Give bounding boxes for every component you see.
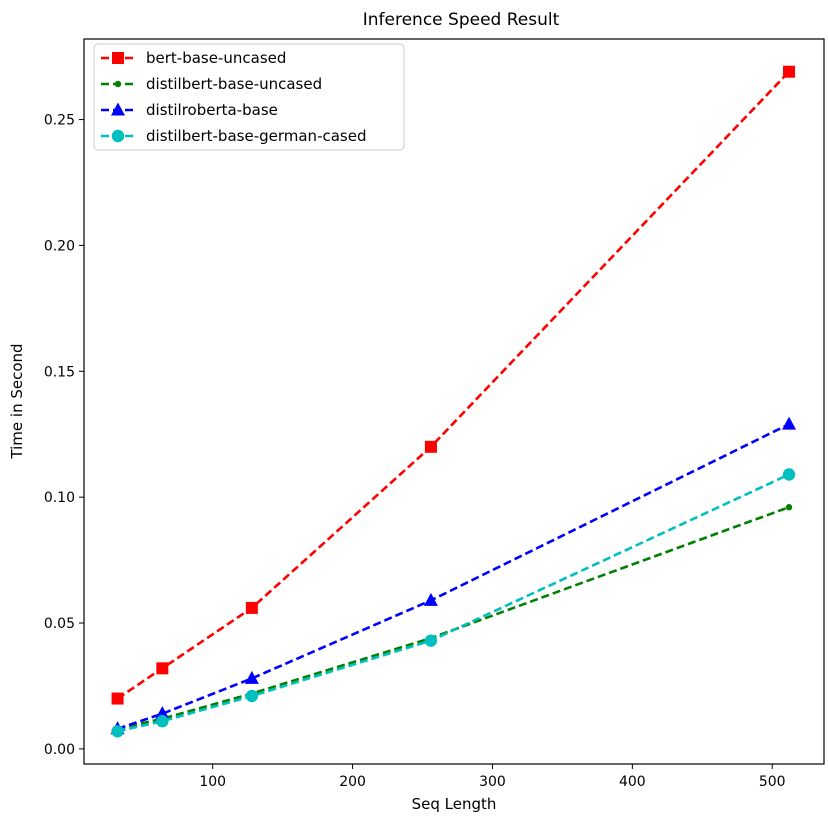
- legend-item: distilbert-base-uncased: [101, 75, 322, 93]
- x-tick-label: 400: [619, 774, 646, 790]
- series-line: [117, 505, 790, 731]
- plot-frame: [83, 38, 825, 765]
- data-point: [245, 601, 258, 614]
- y-axis-label: Time in Second: [8, 343, 26, 459]
- y-tick-label: 0.20: [44, 238, 75, 254]
- legend-marker: [111, 102, 125, 116]
- y-tick-label: 0.05: [44, 616, 75, 632]
- data-point: [111, 725, 124, 738]
- legend-marker: [114, 80, 122, 88]
- x-axis-label: Seq Length: [412, 795, 497, 813]
- legend-marker: [111, 129, 125, 143]
- data-point: [155, 706, 170, 720]
- data-point: [156, 662, 169, 675]
- data-point: [156, 715, 169, 728]
- series-line: [117, 423, 790, 731]
- data-point: [423, 592, 438, 606]
- data-point: [782, 468, 796, 481]
- x-tick-label: 200: [339, 774, 366, 790]
- y-tick-label: 0.00: [44, 742, 75, 758]
- x-tick-label: 500: [759, 774, 786, 790]
- x-tick-label: 100: [199, 774, 226, 790]
- y-tick-label: 0.10: [44, 490, 75, 506]
- y-tick-label: 0.25: [44, 113, 75, 129]
- legend-label: bert-base-uncased: [146, 49, 286, 67]
- series-line: [117, 473, 790, 733]
- data-point: [782, 416, 797, 430]
- data-point: [424, 440, 437, 453]
- y-tick-label: 0.15: [44, 364, 75, 380]
- series-distilroberta-base: [110, 416, 797, 735]
- data-point: [111, 692, 124, 705]
- legend-item: distilroberta-base: [101, 101, 278, 119]
- data-point: [245, 689, 259, 703]
- data-point: [424, 634, 438, 647]
- legend-label: distilbert-base-german-cased: [146, 127, 366, 145]
- plot-area: [110, 65, 797, 738]
- legend-item: distilbert-base-german-cased: [101, 127, 366, 145]
- legend: bert-base-uncased distilbert-base-uncased…: [93, 43, 405, 151]
- series-line: [116, 70, 790, 700]
- legend-marker: [112, 52, 124, 64]
- y-axis: 0.00 0.05 0.10 0.15 0.20 0.25: [44, 113, 84, 758]
- data-point: [244, 670, 259, 684]
- chart-title: Inference Speed Result: [363, 10, 560, 30]
- data-point: [785, 504, 793, 511]
- legend-label: distilroberta-base: [146, 101, 278, 119]
- x-tick-label: 300: [479, 774, 506, 790]
- data-point: [783, 65, 796, 78]
- legend-item: bert-base-uncased: [101, 49, 286, 67]
- series-bert-base-uncased: [111, 65, 796, 705]
- x-axis: 100 200 300 400 500: [199, 764, 786, 790]
- series-distilbert-base-uncased: [114, 504, 793, 732]
- legend-box: [93, 43, 405, 151]
- legend-label: distilbert-base-uncased: [146, 75, 322, 93]
- series-distilbert-base-german-cased: [111, 468, 796, 738]
